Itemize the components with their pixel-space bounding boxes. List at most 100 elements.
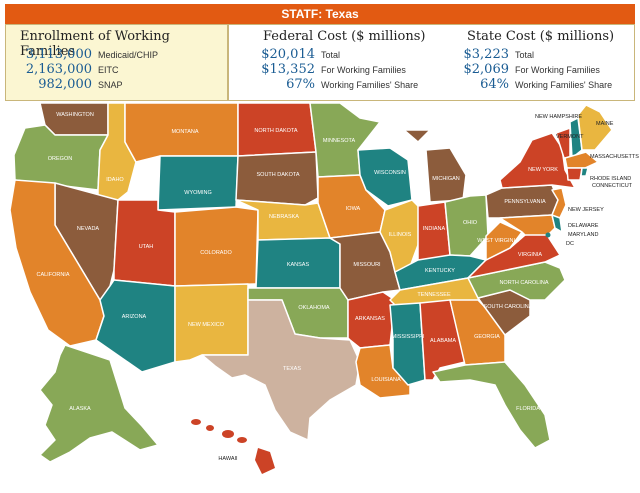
label-nd: NORTH DAKOTA (254, 128, 298, 134)
cost-panel: Federal Cost ($ millions) $20,014 Total … (228, 24, 635, 101)
label-nh: NEW HAMPSHIRE (535, 114, 582, 120)
label-de: DELAWARE (568, 223, 599, 229)
label-wy: WYOMING (184, 190, 212, 196)
label-tn: TENNESSEE (417, 292, 451, 298)
label-md: MARYLAND (568, 232, 598, 238)
enrollment-row-snap: 982,000 SNAP (12, 77, 123, 92)
label-me: MAINE (596, 121, 614, 127)
label-mo: MISSOURI (353, 262, 381, 268)
federal-label: Working Families' Share (321, 80, 419, 90)
label-pa: PENNSYLVANIA (504, 199, 546, 205)
label-ms: MISSISSIPPI (392, 334, 425, 340)
label-nc: NORTH CAROLINA (499, 280, 548, 286)
state-ca[interactable] (9, 179, 105, 347)
label-ky: KENTUCKY (425, 268, 455, 274)
label-nm: NEW MEXICO (188, 322, 225, 328)
state-co[interactable] (174, 206, 259, 287)
state-nc[interactable] (467, 261, 566, 301)
label-ok: OKLAHOMA (298, 305, 330, 311)
state-label: For Working Families (515, 65, 600, 75)
label-or: OREGON (48, 156, 72, 162)
label-sd: SOUTH DAKOTA (257, 172, 300, 178)
label-ne: NEBRASKA (269, 214, 299, 220)
label-mt: MONTANA (171, 129, 198, 135)
state-label: Working Families' Share (515, 80, 613, 90)
label-hi: HAWAII (218, 456, 238, 462)
state-wi[interactable] (357, 147, 413, 207)
state-ut[interactable] (113, 199, 176, 287)
federal-value: $13,352 (261, 62, 315, 77)
state-de[interactable] (551, 214, 563, 233)
label-wi: WISCONSIN (374, 170, 406, 176)
label-fl: FLORIDA (516, 406, 540, 412)
enrollment-label: Medicaid/CHIP (98, 50, 159, 60)
state-value: $2,069 (463, 62, 510, 77)
label-mn: MINNESOTA (323, 138, 356, 144)
label-va: VIRGINIA (518, 252, 542, 258)
state-labels: WASHINGTON OREGON IDAHO MONTANA WYOMING … (36, 112, 639, 462)
label-tx: TEXAS (283, 366, 301, 372)
enrollment-row-medicaid: 3,113,000 Medicaid/CHIP (12, 47, 158, 62)
state-label: Total (515, 50, 535, 60)
state-value: 64% (480, 77, 509, 92)
state-az[interactable] (95, 279, 176, 373)
label-dc: DC (566, 241, 574, 247)
label-al: ALABAMA (430, 338, 456, 344)
federal-label: Total (321, 50, 341, 60)
label-mi: MICHIGAN (432, 176, 460, 182)
label-az: ARIZONA (122, 314, 147, 320)
enrollment-row-eitc: 2,163,000 EITC (12, 62, 119, 77)
label-ma: MASSACHUSETTS (590, 154, 639, 160)
enrollment-value: 2,163,000 (25, 62, 92, 77)
label-ca: CALIFORNIA (36, 272, 69, 278)
state-sd[interactable] (235, 151, 319, 206)
label-id: IDAHO (106, 177, 124, 183)
state-la[interactable] (355, 344, 411, 399)
label-ar: ARKANSAS (355, 316, 385, 322)
state-wy[interactable] (157, 155, 239, 211)
state-ma[interactable] (564, 151, 599, 169)
state-hi[interactable] (191, 419, 275, 474)
label-ri: RHODE ISLAND (590, 176, 631, 182)
state-mi[interactable] (403, 129, 467, 203)
state-ny[interactable] (499, 132, 576, 189)
state-value: $3,223 (463, 47, 510, 62)
label-ct: CONNECTICUT (592, 183, 633, 189)
federal-value: 67% (286, 77, 315, 92)
federal-row-working: $13,352 For Working Families (249, 62, 406, 77)
label-ut: UTAH (139, 244, 154, 250)
label-ny: NEW YORK (528, 167, 558, 173)
state-ct[interactable] (566, 167, 583, 181)
state-row-working: $2,069 For Working Families (447, 62, 600, 77)
state-tx[interactable] (201, 299, 361, 441)
state-wv[interactable] (485, 221, 523, 261)
label-la: LOUISIANA (371, 377, 401, 383)
label-ak: ALASKA (69, 406, 91, 412)
state-title-bar: STATF: Texas (5, 4, 635, 24)
label-wa: WASHINGTON (56, 112, 94, 118)
state-title: STATF: Texas (281, 7, 359, 21)
label-in: INDIANA (423, 226, 446, 232)
federal-row-share: 67% Working Families' Share (249, 77, 418, 92)
state-row-total: $3,223 Total (447, 47, 535, 62)
state-fl[interactable] (432, 361, 551, 449)
enrollment-value: 3,113,000 (25, 47, 92, 62)
label-vt: VERMONT (556, 134, 584, 140)
label-nj: NEW JERSEY (568, 207, 604, 213)
federal-label: For Working Families (321, 65, 406, 75)
enrollment-label: EITC (98, 65, 119, 75)
label-wv: WEST VIRGINIA (477, 238, 519, 244)
state-ak[interactable] (39, 344, 159, 463)
state-ri[interactable] (580, 167, 589, 177)
label-oh: OHIO (463, 220, 478, 226)
enrollment-panel: Enrollment of Working Families 3,113,000… (5, 24, 228, 101)
label-ks: KANSAS (287, 262, 310, 268)
federal-row-total: $20,014 Total (249, 47, 340, 62)
federal-cost-title: Federal Cost ($ millions) (263, 29, 426, 44)
state-me[interactable] (577, 104, 613, 151)
enrollment-label: SNAP (98, 80, 123, 90)
label-sc: SOUTH CAROLINA (484, 304, 533, 310)
label-ga: GEORGIA (474, 334, 500, 340)
state-dc[interactable] (545, 232, 551, 238)
